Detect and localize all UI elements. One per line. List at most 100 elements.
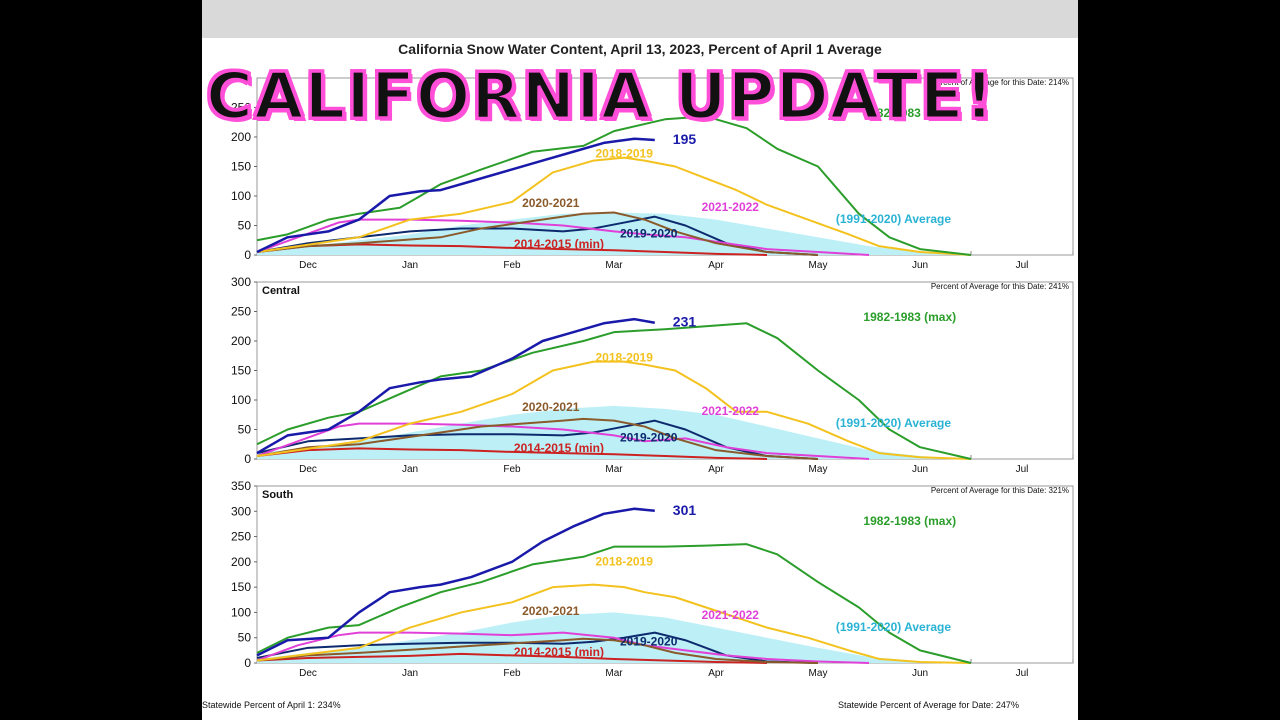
series-label: 1982-1983 (max) [863, 310, 956, 324]
series-label: 2019-2020 [620, 634, 678, 648]
x-tick-label: Jun [912, 668, 928, 679]
statewide-percent-average: Statewide Percent of Average for Date: 2… [838, 700, 1019, 710]
y-tick-label: 0 [244, 248, 251, 262]
series-line-y2020_2021 [256, 417, 819, 460]
chart-title: California Snow Water Content, April 13,… [398, 41, 882, 57]
x-tick-label: Mar [605, 464, 623, 475]
series-line-max_1982_1983 [256, 543, 972, 664]
y-tick-label: 250 [231, 530, 251, 544]
series-line-y2018_2019 [256, 583, 972, 664]
y-tick-label: 200 [231, 334, 251, 348]
x-tick-label: Jun [912, 464, 928, 475]
x-tick-label: Jan [402, 260, 418, 271]
x-tick-label: Feb [503, 668, 521, 679]
y-tick-label: 100 [231, 605, 251, 619]
x-tick-label: Jun [912, 260, 928, 271]
x-tick-label: May [809, 260, 828, 271]
y-tick-label: 250 [231, 305, 251, 319]
series-line-y2021_2022 [256, 631, 870, 664]
y-tick-label: 250 [231, 101, 251, 115]
x-tick-label: Dec [299, 668, 317, 679]
series-label: 2019-2020 [620, 226, 678, 240]
average-area [257, 405, 971, 459]
percent-of-average-text: Percent of Average for this Date: 321% [931, 486, 1069, 495]
y-tick-label: 150 [231, 580, 251, 594]
series-label: 2020-2021 [522, 196, 580, 210]
x-tick-label: Jul [1016, 464, 1029, 475]
y-tick-label: 150 [231, 160, 251, 174]
series-line-current [256, 317, 656, 455]
series-line-y2019_2020 [256, 215, 819, 256]
y-tick-label: 50 [238, 631, 252, 645]
x-tick-label: Mar [605, 668, 623, 679]
x-tick-label: Apr [708, 668, 724, 679]
y-tick-label: 350 [231, 479, 251, 493]
series-label: 2018-2019 [596, 351, 654, 365]
x-tick-label: Feb [503, 464, 521, 475]
x-tick-label: Jul [1016, 668, 1029, 679]
current-value-label: 231 [673, 314, 697, 330]
region-label: Central [262, 285, 300, 297]
series-line-current [256, 507, 655, 657]
series-label: 2021-2022 [702, 404, 760, 418]
x-tick-label: May [809, 668, 828, 679]
current-value-label: 195 [673, 131, 697, 147]
series-label: 2014-2015 (min) [514, 441, 604, 455]
percent-of-average-text: Percent of Average for this Date: 214% [931, 78, 1069, 87]
x-tick-label: Jan [402, 464, 418, 475]
x-tick-label: Jul [1016, 260, 1029, 271]
series-line-y2018_2019 [256, 360, 972, 460]
region-label: South [262, 489, 293, 501]
y-tick-label: 150 [231, 364, 251, 378]
series-label: 2014-2015 (min) [514, 237, 604, 251]
series-label: 2020-2021 [522, 604, 580, 618]
y-tick-label: 100 [231, 393, 251, 407]
statewide-percent-april1: Statewide Percent of April 1: 234% [202, 700, 341, 710]
series-line-max_1982_1983 [256, 115, 972, 256]
x-tick-label: Feb [503, 260, 521, 271]
series-label: (1991-2020) Average [836, 212, 952, 226]
series-line-y2018_2019 [256, 156, 972, 256]
y-tick-label: 0 [244, 656, 251, 670]
x-tick-label: Mar [605, 260, 623, 271]
y-tick-label: 50 [238, 219, 252, 233]
series-line-y2020_2021 [256, 211, 819, 256]
series-label: 1982-1983 (max) [863, 514, 956, 528]
series-label: 2020-2021 [522, 400, 580, 414]
series-label: 2021-2022 [702, 200, 760, 214]
series-label: 2014-2015 (min) [514, 645, 604, 659]
series-line-y2021_2022 [256, 218, 870, 256]
y-tick-label: 50 [238, 423, 252, 437]
series-label: 1982-1983 (max) [863, 106, 956, 120]
charts-svg: 0 50 100 150 200 250 Dec Jan Feb Mar Apr May Jun Jul P… [231, 77, 1074, 679]
y-tick-label: 300 [231, 275, 251, 289]
x-tick-label: Apr [708, 260, 724, 271]
series-label: 2018-2019 [596, 555, 654, 569]
top-bar [202, 0, 1078, 38]
overlay-headline: CALIFORNIA UPDATE! [205, 59, 996, 136]
series-label: 2021-2022 [702, 608, 760, 622]
y-tick-label: 300 [231, 504, 251, 518]
chart-frame: California Snow Water Content, April 13,… [202, 0, 1078, 720]
x-tick-label: Jan [402, 668, 418, 679]
series-line-y2020_2021 [256, 637, 819, 664]
series-label: 2018-2019 [596, 147, 654, 161]
x-tick-label: Apr [708, 464, 724, 475]
x-tick-label: Dec [299, 464, 317, 475]
percent-of-average-text: Percent of Average for this Date: 241% [931, 282, 1069, 291]
series-line-min_2014_2015 [256, 447, 768, 460]
average-area [257, 212, 971, 255]
y-tick-label: 100 [231, 189, 251, 203]
y-tick-label: 0 [244, 452, 251, 466]
series-line-current [256, 137, 655, 254]
current-value-label: 301 [673, 502, 697, 518]
x-tick-label: May [809, 464, 828, 475]
y-tick-label: 200 [231, 555, 251, 569]
x-tick-label: Dec [299, 260, 317, 271]
series-line-min_2014_2015 [256, 652, 768, 664]
series-line-y2021_2022 [256, 422, 870, 460]
series-label: (1991-2020) Average [836, 416, 952, 430]
series-label: (1991-2020) Average [836, 620, 952, 634]
y-tick-label: 200 [231, 130, 251, 144]
series-label: 2019-2020 [620, 430, 678, 444]
